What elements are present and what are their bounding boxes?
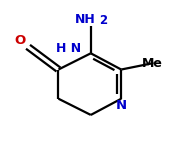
- Text: O: O: [15, 34, 26, 47]
- Text: Me: Me: [142, 57, 163, 70]
- Text: 2: 2: [99, 14, 107, 27]
- Text: H N: H N: [56, 42, 81, 55]
- Text: N: N: [116, 99, 127, 112]
- Text: NH: NH: [75, 13, 96, 26]
